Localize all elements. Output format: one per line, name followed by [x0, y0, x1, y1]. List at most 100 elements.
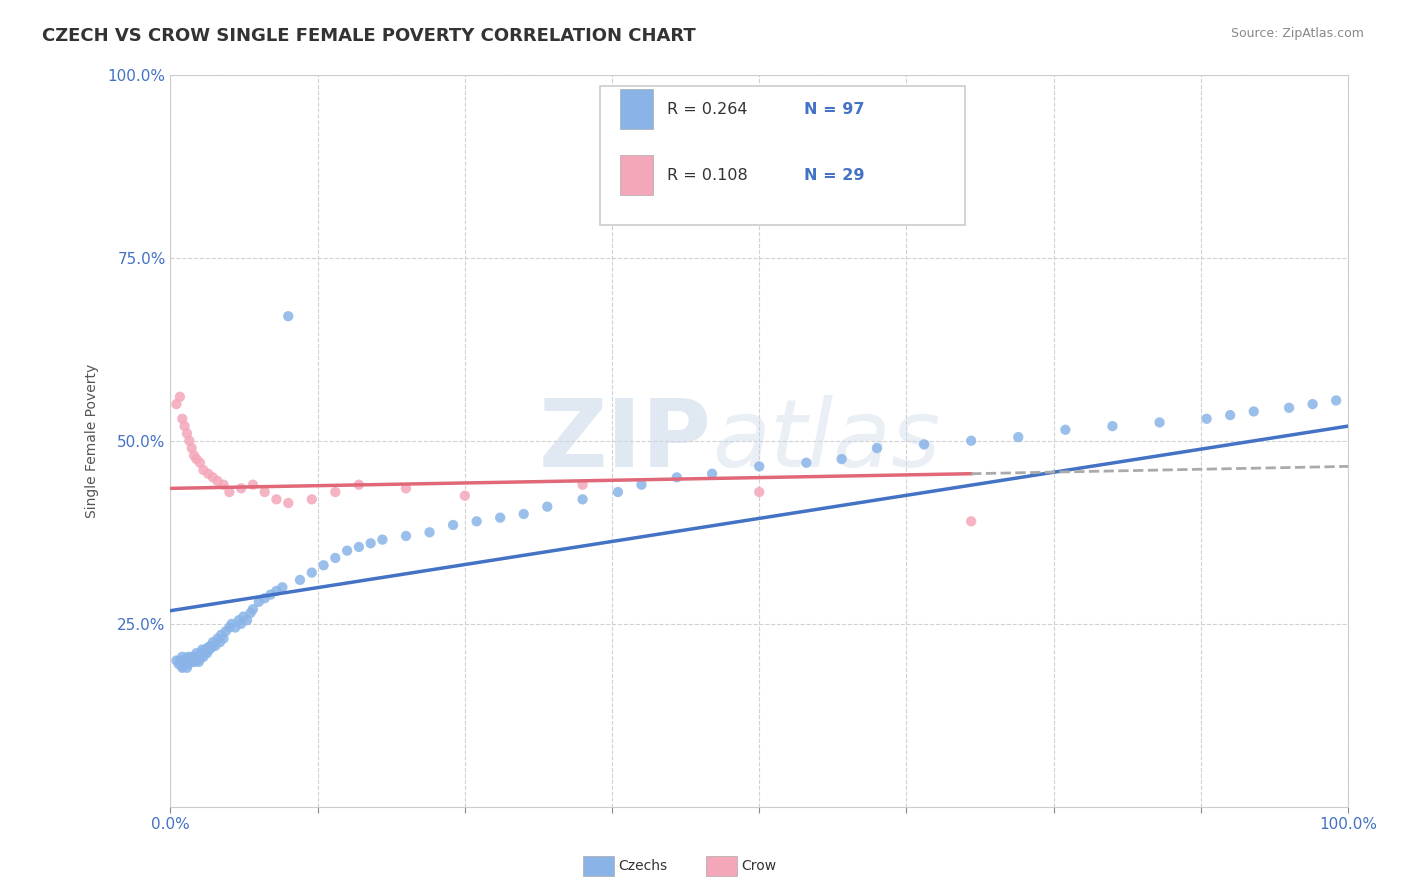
Point [169, 390, 191, 404]
Point [212, 477, 235, 491]
Point [172, 411, 194, 425]
Y-axis label: Single Female Poverty: Single Female Poverty [86, 364, 100, 518]
Point [186, 646, 208, 660]
Point [179, 434, 201, 448]
Point [630, 477, 652, 491]
Point [1149, 416, 1171, 430]
Point [395, 529, 418, 543]
Point [207, 474, 229, 488]
Point [179, 652, 201, 666]
Point [176, 661, 198, 675]
Point [188, 456, 211, 470]
Text: R = 0.264: R = 0.264 [668, 102, 748, 117]
Point [208, 635, 231, 649]
Point [441, 518, 464, 533]
Point [215, 624, 238, 639]
Point [288, 573, 311, 587]
Point [271, 580, 294, 594]
Point [489, 510, 512, 524]
Point [454, 489, 477, 503]
FancyBboxPatch shape [620, 89, 654, 129]
Point [183, 449, 205, 463]
Point [1007, 430, 1029, 444]
Point [1302, 397, 1324, 411]
Point [218, 621, 240, 635]
Point [169, 653, 191, 667]
Point [266, 492, 288, 507]
Point [242, 602, 264, 616]
Point [209, 628, 232, 642]
Text: CZECH VS CROW SINGLE FEMALE POVERTY CORRELATION CHART: CZECH VS CROW SINGLE FEMALE POVERTY CORR… [42, 27, 696, 45]
Point [301, 566, 323, 580]
Point [172, 649, 194, 664]
Text: Crow: Crow [741, 859, 776, 873]
Point [512, 507, 534, 521]
Text: Czechs: Czechs [619, 859, 668, 873]
Point [207, 632, 229, 646]
Point [253, 591, 276, 606]
Point [347, 477, 370, 491]
Point [165, 397, 187, 411]
Point [221, 616, 243, 631]
Point [247, 595, 270, 609]
Point [418, 525, 440, 540]
Point [360, 536, 382, 550]
Point [794, 456, 817, 470]
Point [253, 485, 276, 500]
Point [1101, 419, 1123, 434]
Point [301, 492, 323, 507]
FancyBboxPatch shape [620, 155, 654, 195]
Text: R = 0.108: R = 0.108 [668, 168, 748, 183]
Point [232, 609, 254, 624]
Point [277, 310, 299, 324]
Point [194, 646, 217, 660]
Point [212, 632, 235, 646]
Point [200, 639, 222, 653]
Point [173, 419, 195, 434]
Point [266, 583, 288, 598]
Point [606, 485, 628, 500]
Point [201, 635, 224, 649]
Point [197, 467, 219, 481]
Point [231, 616, 253, 631]
Point [571, 477, 593, 491]
Point [190, 646, 212, 660]
Point [183, 655, 205, 669]
Point [170, 655, 193, 669]
Point [165, 653, 187, 667]
Point [177, 657, 200, 672]
Point [177, 649, 200, 664]
Point [197, 640, 219, 655]
Point [700, 467, 723, 481]
Point [183, 652, 205, 666]
Point [536, 500, 558, 514]
Point [325, 550, 347, 565]
Point [1278, 401, 1301, 415]
Point [198, 642, 221, 657]
Point [242, 477, 264, 491]
Point [224, 621, 246, 635]
Point [960, 434, 983, 448]
Point [1195, 411, 1218, 425]
Point [239, 606, 262, 620]
Point [191, 642, 214, 657]
Point [173, 653, 195, 667]
Point [325, 485, 347, 500]
Point [167, 657, 190, 672]
Point [347, 540, 370, 554]
FancyBboxPatch shape [600, 86, 966, 225]
Text: ZIP: ZIP [540, 395, 711, 487]
Point [193, 649, 215, 664]
Point [186, 653, 208, 667]
Point [184, 649, 207, 664]
Point [201, 470, 224, 484]
Point [180, 655, 202, 669]
Point [395, 481, 418, 495]
Point [1219, 408, 1241, 422]
Point [195, 646, 218, 660]
Point [204, 639, 226, 653]
Point [277, 496, 299, 510]
Point [173, 657, 195, 672]
Point [180, 441, 202, 455]
Point [193, 463, 215, 477]
